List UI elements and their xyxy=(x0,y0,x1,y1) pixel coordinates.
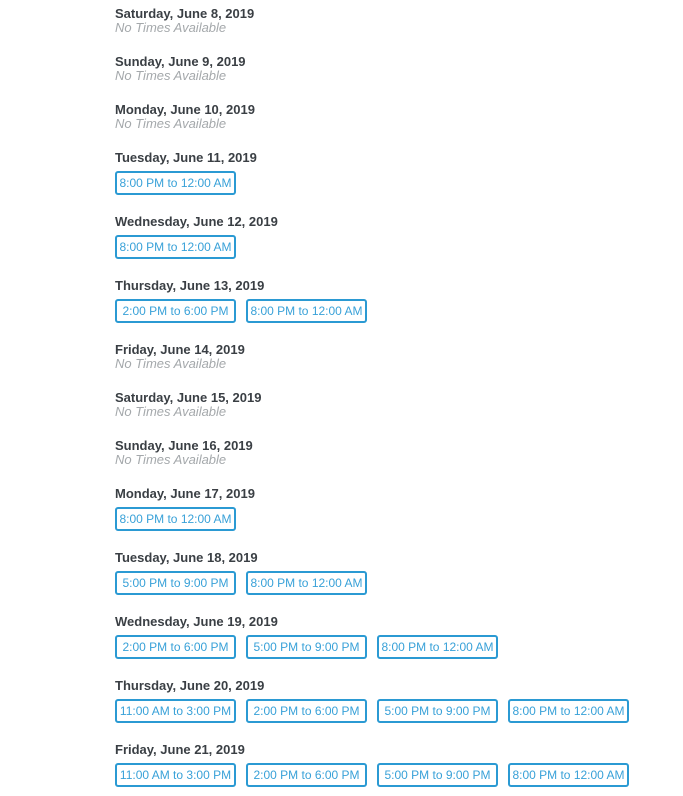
slot-row: 8:00 PM to 12:00 AM xyxy=(115,171,683,195)
time-slot-button[interactable]: 2:00 PM to 6:00 PM xyxy=(246,699,367,723)
day-date-heading: Sunday, June 9, 2019 xyxy=(115,54,246,69)
time-slot-button[interactable]: 8:00 PM to 12:00 AM xyxy=(377,635,498,659)
time-slot-button[interactable]: 2:00 PM to 6:00 PM xyxy=(115,299,236,323)
slot-row: 5:00 PM to 9:00 PM 8:00 PM to 12:00 AM xyxy=(115,571,683,595)
day-block: Saturday, June 8, 2019 No Times Availabl… xyxy=(115,7,683,35)
day-date-heading: Friday, June 21, 2019 xyxy=(115,742,245,757)
day-block: Wednesday, June 12, 2019 8:00 PM to 12:0… xyxy=(115,215,683,259)
day-block: Monday, June 10, 2019 No Times Available xyxy=(115,103,683,131)
time-slot-button[interactable]: 8:00 PM to 12:00 AM xyxy=(115,507,236,531)
day-block: Friday, June 21, 2019 11:00 AM to 3:00 P… xyxy=(115,743,683,787)
slot-row: 2:00 PM to 6:00 PM 8:00 PM to 12:00 AM xyxy=(115,299,683,323)
time-slot-button[interactable]: 11:00 AM to 3:00 PM xyxy=(115,763,236,787)
slot-row: 11:00 AM to 3:00 PM 2:00 PM to 6:00 PM 5:0… xyxy=(115,699,683,723)
day-date-heading: Monday, June 17, 2019 xyxy=(115,486,255,501)
time-slot-button[interactable]: 5:00 PM to 9:00 PM xyxy=(246,635,367,659)
time-slot-button[interactable]: 8:00 PM to 12:00 AM xyxy=(115,235,236,259)
day-date-heading: Saturday, June 15, 2019 xyxy=(115,390,262,405)
time-slot-button[interactable]: 8:00 PM to 12:00 AM xyxy=(508,763,629,787)
no-times-label: No Times Available xyxy=(115,404,227,419)
day-block: Sunday, June 16, 2019 No Times Available xyxy=(115,439,683,467)
day-date-heading: Tuesday, June 18, 2019 xyxy=(115,550,258,565)
day-block: Sunday, June 9, 2019 No Times Available xyxy=(115,55,683,83)
slot-row: 8:00 PM to 12:00 AM xyxy=(115,235,683,259)
no-times-label: No Times Available xyxy=(115,116,227,131)
time-slot-button[interactable]: 8:00 PM to 12:00 AM xyxy=(508,699,629,723)
slot-row: 8:00 PM to 12:00 AM xyxy=(115,507,683,531)
day-block: Wednesday, June 19, 2019 2:00 PM to 6:00… xyxy=(115,615,683,659)
day-date-heading: Tuesday, June 11, 2019 xyxy=(115,150,257,165)
time-slot-button[interactable]: 5:00 PM to 9:00 PM xyxy=(115,571,236,595)
time-slot-button[interactable]: 8:00 PM to 12:00 AM xyxy=(115,171,236,195)
slot-row: 2:00 PM to 6:00 PM 5:00 PM to 9:00 PM 8:00… xyxy=(115,635,683,659)
day-block: Friday, June 14, 2019 No Times Available xyxy=(115,343,683,371)
day-block: Tuesday, June 11, 2019 8:00 PM to 12:00 … xyxy=(115,151,683,195)
day-block: Monday, June 17, 2019 8:00 PM to 12:00 A… xyxy=(115,487,683,531)
day-block: Tuesday, June 18, 2019 5:00 PM to 9:00 P… xyxy=(115,551,683,595)
slot-row: 11:00 AM to 3:00 PM 2:00 PM to 6:00 PM 5:0… xyxy=(115,763,683,787)
no-times-label: No Times Available xyxy=(115,356,227,371)
day-date-heading: Saturday, June 8, 2019 xyxy=(115,6,255,21)
day-block: Saturday, June 15, 2019 No Times Availab… xyxy=(115,391,683,419)
day-date-heading: Sunday, June 16, 2019 xyxy=(115,438,253,453)
day-date-heading: Wednesday, June 12, 2019 xyxy=(115,214,278,229)
day-date-heading: Monday, June 10, 2019 xyxy=(115,102,255,117)
time-slot-button[interactable]: 5:00 PM to 9:00 PM xyxy=(377,699,498,723)
day-date-heading: Wednesday, June 19, 2019 xyxy=(115,614,278,629)
no-times-label: No Times Available xyxy=(115,68,227,83)
time-slot-button[interactable]: 8:00 PM to 12:00 AM xyxy=(246,571,367,595)
time-slot-button[interactable]: 11:00 AM to 3:00 PM xyxy=(115,699,236,723)
day-block: Thursday, June 20, 2019 11:00 AM to 3:00… xyxy=(115,679,683,723)
time-slot-button[interactable]: 2:00 PM to 6:00 PM xyxy=(115,635,236,659)
time-slot-button[interactable]: 8:00 PM to 12:00 AM xyxy=(246,299,367,323)
time-slot-button[interactable]: 2:00 PM to 6:00 PM xyxy=(246,763,367,787)
day-date-heading: Thursday, June 13, 2019 xyxy=(115,278,265,293)
day-date-heading: Friday, June 14, 2019 xyxy=(115,342,245,357)
no-times-label: No Times Available xyxy=(115,452,227,467)
day-block: Thursday, June 13, 2019 2:00 PM to 6:00 … xyxy=(115,279,683,323)
day-date-heading: Thursday, June 20, 2019 xyxy=(115,678,265,693)
no-times-label: No Times Available xyxy=(115,20,227,35)
time-slot-button[interactable]: 5:00 PM to 9:00 PM xyxy=(377,763,498,787)
